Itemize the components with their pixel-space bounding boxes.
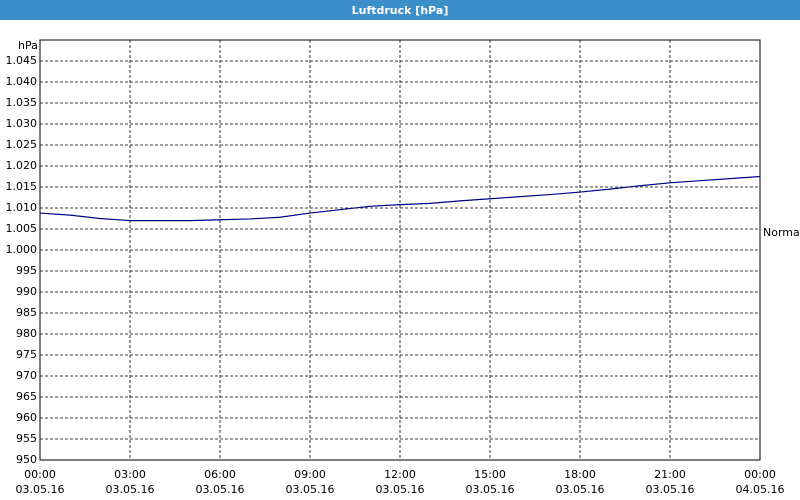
x-tick-date: 03.05.16 (16, 483, 65, 496)
y-unit: hPa (18, 39, 38, 52)
x-tick-date: 03.05.16 (376, 483, 425, 496)
x-tick-label: 00:00 (24, 468, 56, 481)
x-tick-date: 03.05.16 (286, 483, 335, 496)
x-tick-label: 03:00 (114, 468, 146, 481)
x-tick-label: 06:00 (204, 468, 236, 481)
y-tick-label: 1.020 (6, 159, 38, 172)
x-tick-label: 09:00 (294, 468, 326, 481)
y-tick-label: 1.005 (6, 222, 38, 235)
x-tick-label: 00:00 (744, 468, 776, 481)
y-tick-label: 995 (16, 264, 37, 277)
y-tick-label: 1.025 (6, 138, 38, 151)
y-tick-label: 1.030 (6, 117, 38, 130)
y-tick-label: 955 (16, 432, 37, 445)
x-tick-date: 03.05.16 (196, 483, 245, 496)
chart-title: Luftdruck [hPa] (352, 4, 449, 17)
y-tick-label: 965 (16, 390, 37, 403)
title-bar (0, 0, 800, 20)
x-tick-date: 03.05.16 (646, 483, 695, 496)
y-tick-label: 1.000 (6, 243, 38, 256)
x-tick-date: 04.05.16 (736, 483, 785, 496)
y-tick-label: 1.045 (6, 54, 38, 67)
data-line (39, 175, 761, 222)
y-tick-label: 960 (16, 411, 37, 424)
y-tick-label: 1.010 (6, 201, 38, 214)
x-tick-label: 21:00 (654, 468, 686, 481)
y-tick-label: 980 (16, 327, 37, 340)
reference-label: Normal (763, 226, 800, 239)
x-tick-label: 18:00 (564, 468, 596, 481)
y-tick-label: 975 (16, 348, 37, 361)
y-tick-label: 1.015 (6, 180, 38, 193)
y-tick-label: 1.040 (6, 75, 38, 88)
y-tick-label: 1.035 (6, 96, 38, 109)
y-tick-label: 970 (16, 369, 37, 382)
x-tick-date: 03.05.16 (556, 483, 605, 496)
y-tick-label: 990 (16, 285, 37, 298)
x-tick-date: 03.05.16 (106, 483, 155, 496)
x-tick-date: 03.05.16 (466, 483, 515, 496)
x-tick-label: 15:00 (474, 468, 506, 481)
y-tick-label: 950 (16, 453, 37, 466)
y-tick-label: 985 (16, 306, 37, 319)
x-tick-label: 12:00 (384, 468, 416, 481)
